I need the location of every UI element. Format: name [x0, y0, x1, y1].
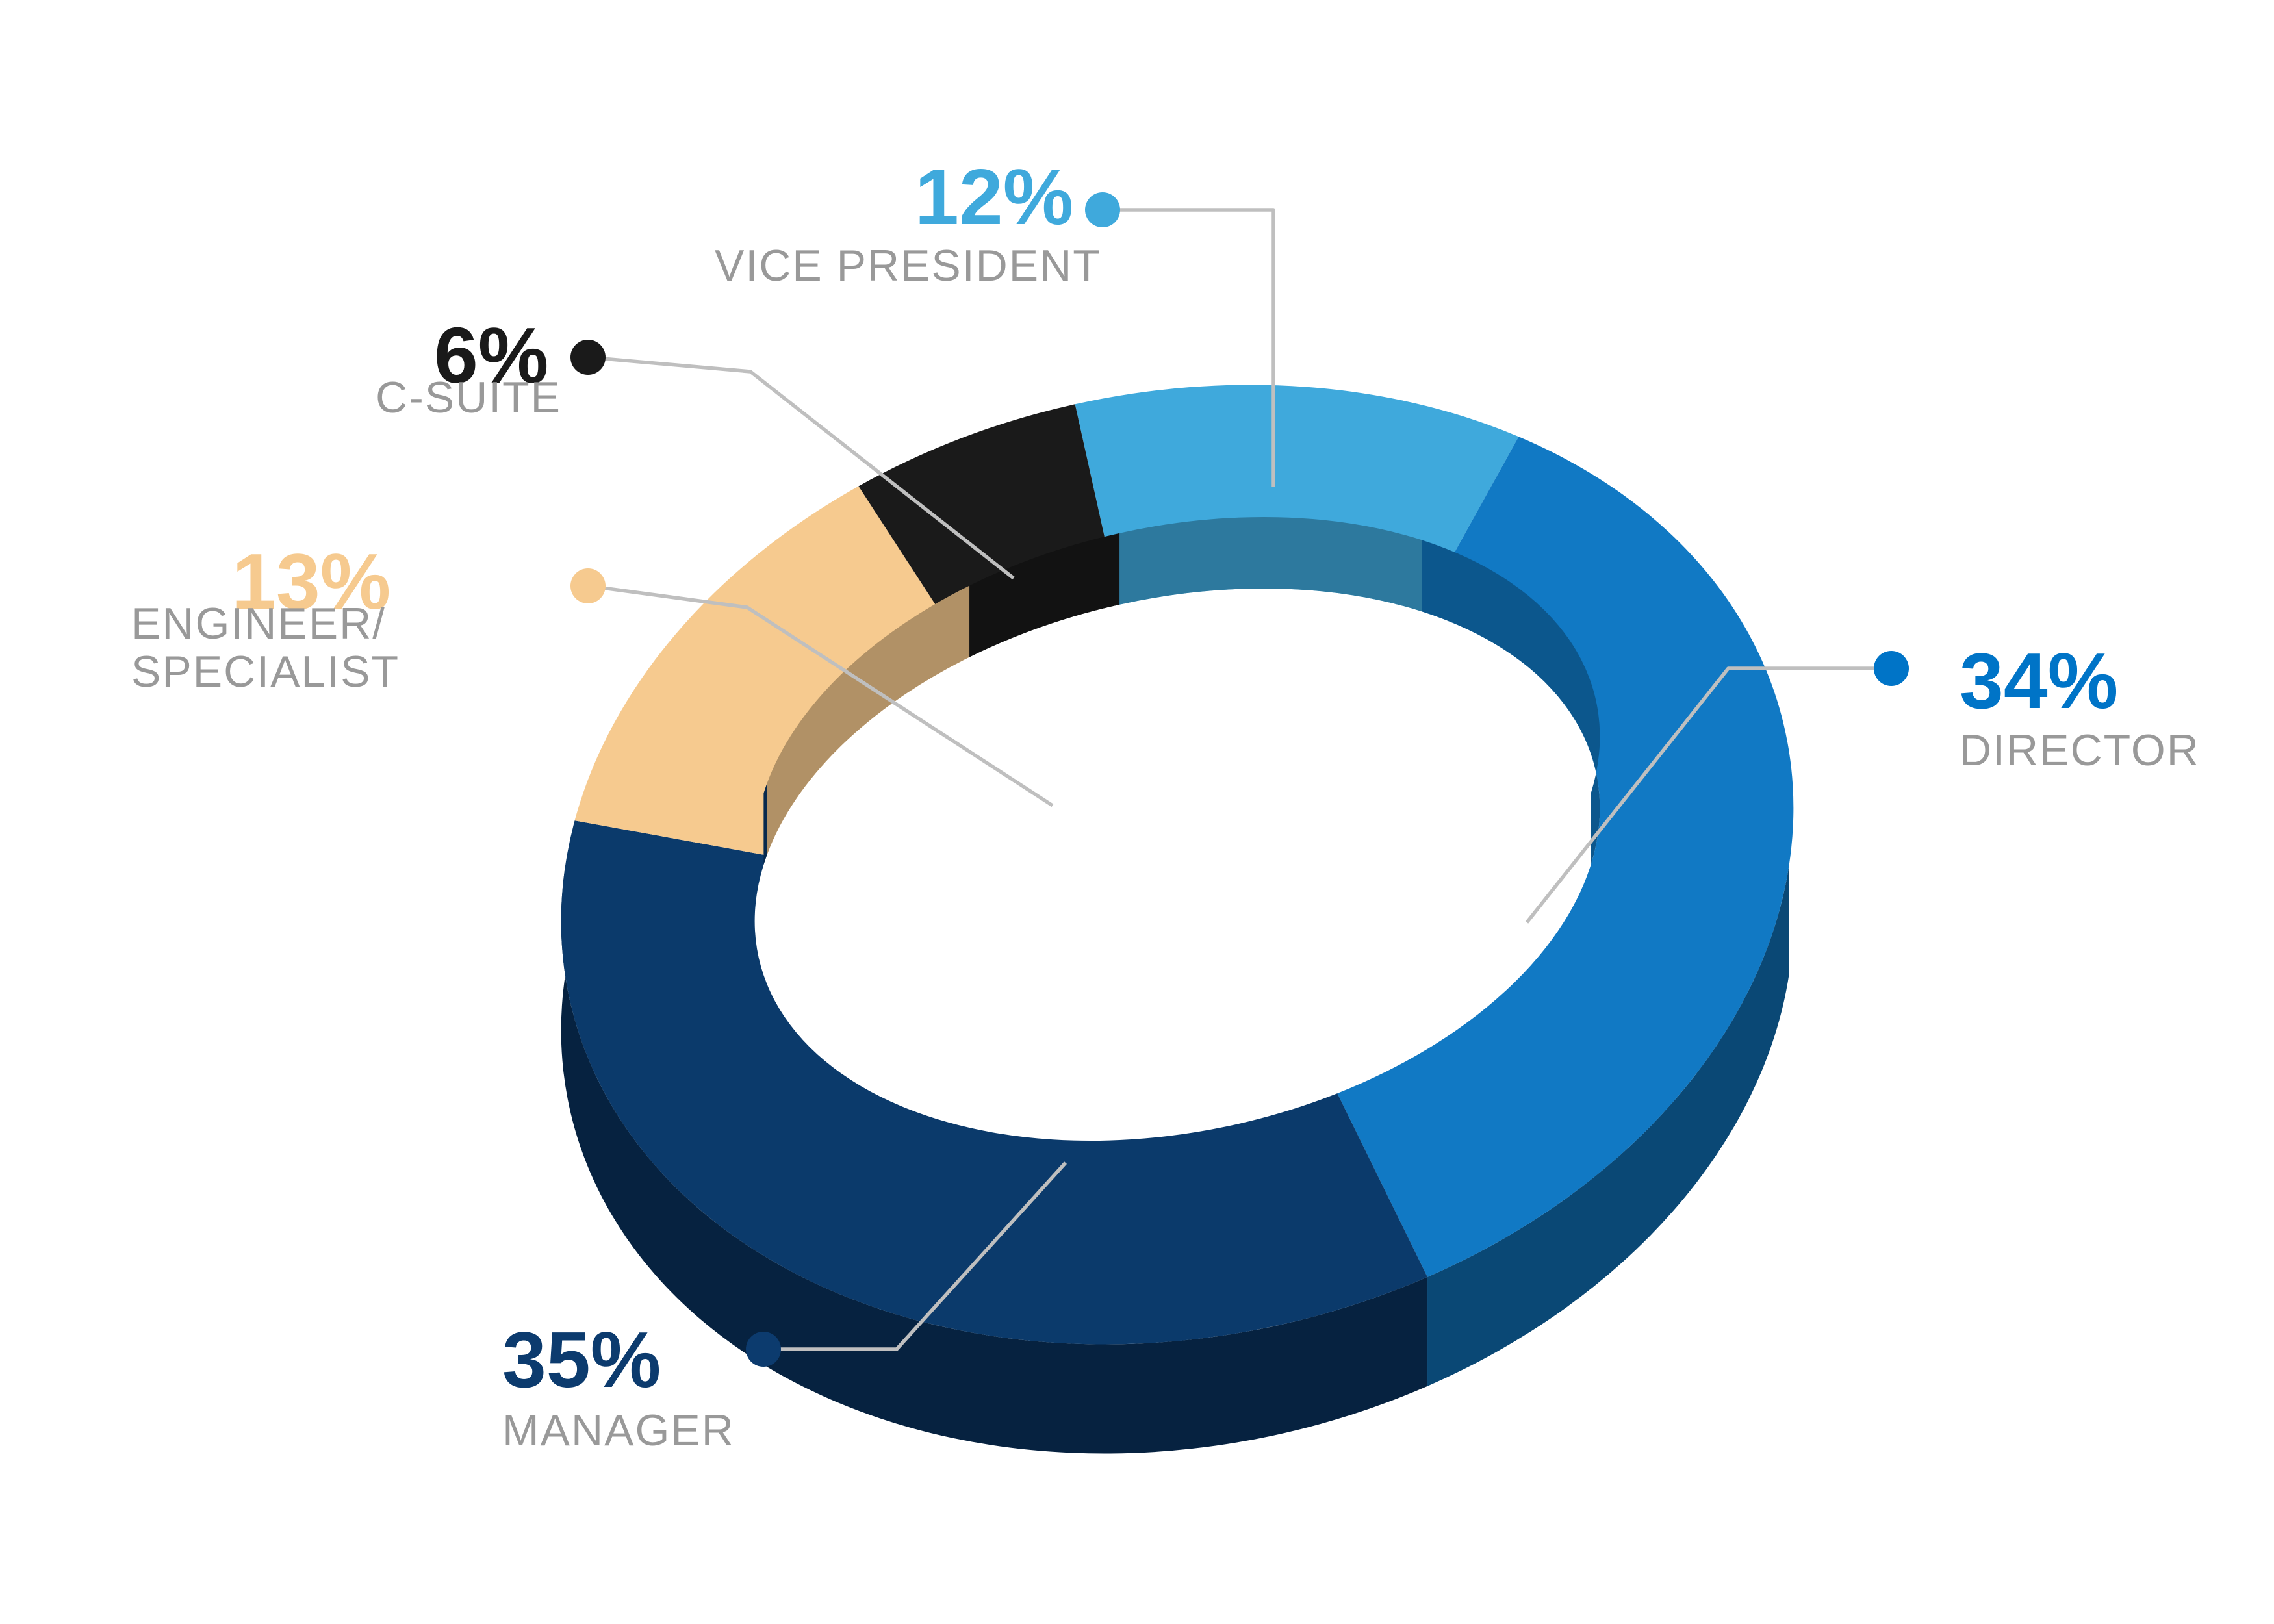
svg-text:35%: 35%: [502, 1315, 661, 1404]
svg-text:C-SUITE: C-SUITE: [376, 373, 561, 422]
svg-text:VICE PRESIDENT: VICE PRESIDENT: [715, 241, 1101, 290]
svg-text:DIRECTOR: DIRECTOR: [1960, 726, 2200, 775]
svg-text:SPECIALIST: SPECIALIST: [131, 647, 400, 696]
svg-text:ENGINEER/: ENGINEER/: [131, 599, 386, 648]
svg-text:MANAGER: MANAGER: [502, 1406, 735, 1455]
svg-text:34%: 34%: [1960, 637, 2118, 725]
svg-text:12%: 12%: [915, 153, 1073, 241]
